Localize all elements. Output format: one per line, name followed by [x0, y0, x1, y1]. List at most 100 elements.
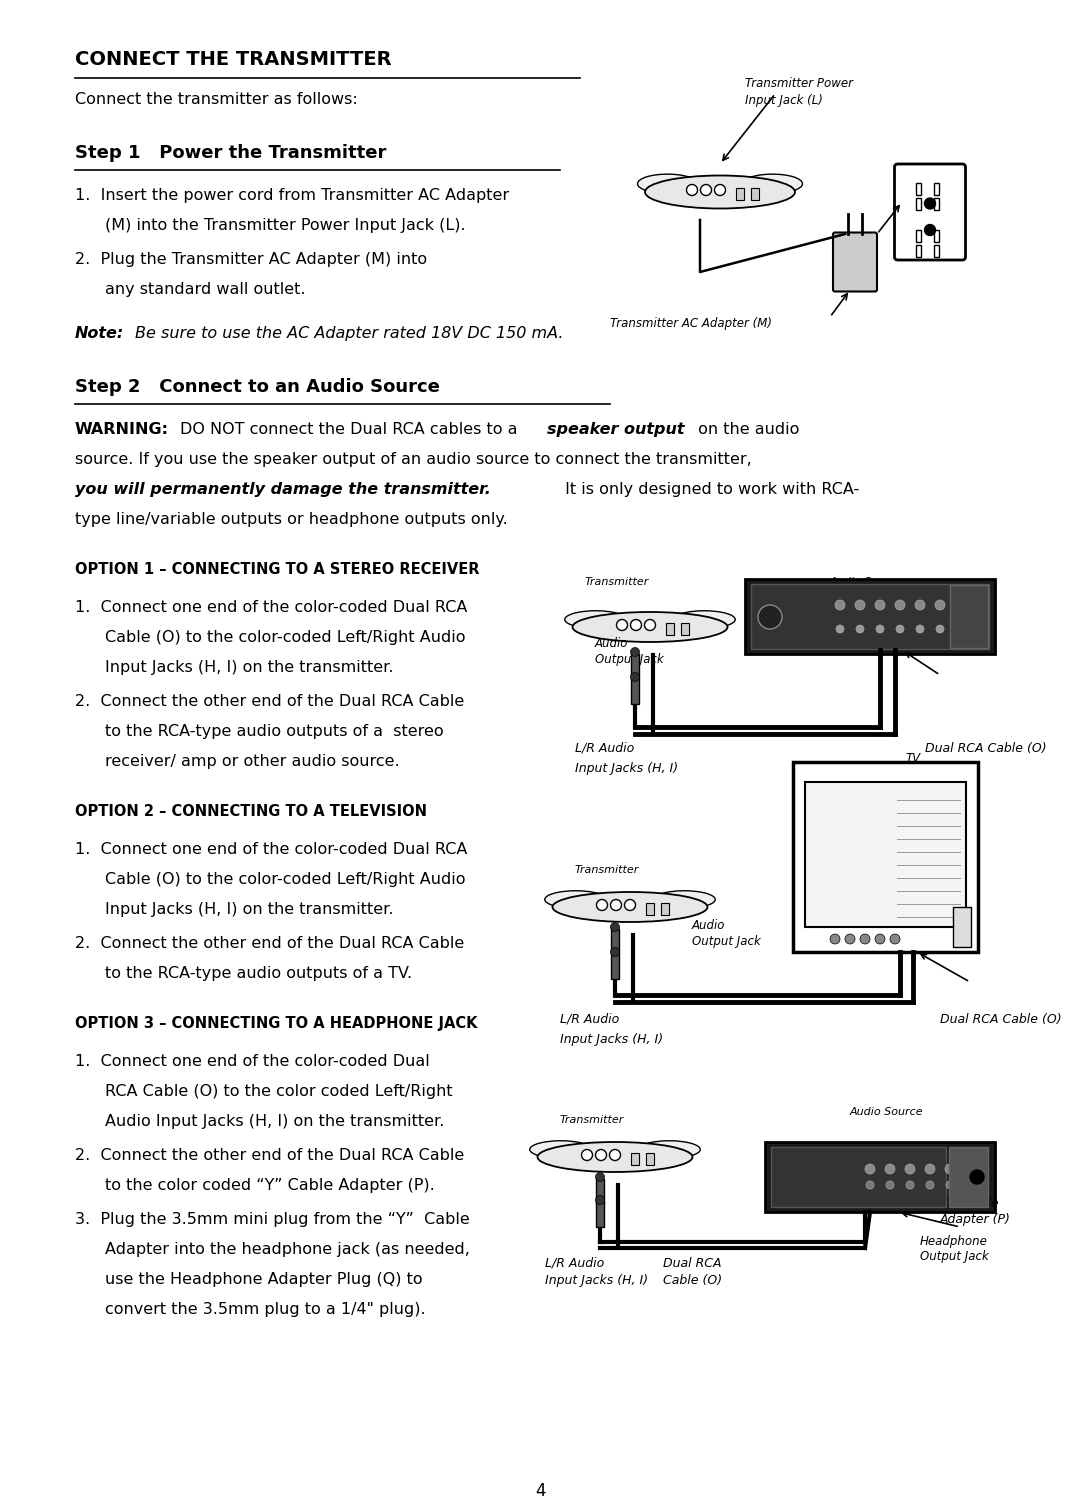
- Circle shape: [895, 600, 905, 609]
- Bar: [793, 762, 977, 953]
- Text: on the audio: on the audio: [693, 422, 799, 437]
- Bar: [681, 623, 689, 635]
- Circle shape: [945, 1164, 955, 1173]
- Circle shape: [758, 605, 782, 629]
- Text: Cable (O) to the color-coded Left/Right Audio: Cable (O) to the color-coded Left/Right …: [105, 631, 465, 646]
- Text: (M) into the Transmitter Power Input Jack (L).: (M) into the Transmitter Power Input Jac…: [105, 218, 465, 233]
- Text: Input Jack (L): Input Jack (L): [745, 94, 823, 107]
- Circle shape: [924, 224, 935, 236]
- Text: Audio Source: Audio Source: [831, 578, 904, 587]
- Text: to the RCA-type audio outputs of a TV.: to the RCA-type audio outputs of a TV.: [105, 966, 413, 981]
- Circle shape: [845, 934, 855, 943]
- Text: Transmitter AC Adapter (M): Transmitter AC Adapter (M): [610, 318, 772, 330]
- Text: L/R Audio: L/R Audio: [575, 742, 634, 754]
- Text: source. If you use the speaker output of an audio source to connect the transmit: source. If you use the speaker output of…: [75, 452, 752, 467]
- Text: Cable (O) to the color-coded Left/Right Audio: Cable (O) to the color-coded Left/Right …: [105, 872, 465, 888]
- Text: convert the 3.5mm plug to a 1/4" plug).: convert the 3.5mm plug to a 1/4" plug).: [105, 1302, 426, 1317]
- Circle shape: [924, 1164, 935, 1173]
- Bar: [596, 1179, 604, 1204]
- Circle shape: [595, 1172, 605, 1181]
- Text: RCA Cable (O) to the color coded Left/Right: RCA Cable (O) to the color coded Left/Ri…: [105, 1084, 453, 1099]
- Circle shape: [595, 1196, 605, 1205]
- Circle shape: [701, 184, 712, 195]
- Text: Step 1   Power the Transmitter: Step 1 Power the Transmitter: [75, 144, 387, 162]
- Ellipse shape: [544, 891, 607, 909]
- Text: Transmitter Power: Transmitter Power: [745, 77, 853, 91]
- Circle shape: [886, 1181, 894, 1188]
- Bar: [666, 623, 674, 635]
- Circle shape: [624, 900, 635, 910]
- Bar: [916, 183, 921, 195]
- Text: Input Jacks (H, I): Input Jacks (H, I): [561, 1033, 663, 1046]
- Circle shape: [610, 900, 621, 910]
- Text: to the color coded “Y” Cable Adapter (P).: to the color coded “Y” Cable Adapter (P)…: [105, 1178, 435, 1193]
- Text: 2.  Connect the other end of the Dual RCA Cable: 2. Connect the other end of the Dual RCA…: [75, 694, 464, 709]
- Text: WARNING:: WARNING:: [75, 422, 168, 437]
- Circle shape: [905, 1164, 915, 1173]
- Ellipse shape: [553, 892, 707, 922]
- Text: Audio: Audio: [595, 637, 629, 650]
- Text: OPTION 2 – CONNECTING TO A TELEVISION: OPTION 2 – CONNECTING TO A TELEVISION: [75, 804, 427, 820]
- Bar: [631, 679, 639, 705]
- Bar: [611, 928, 619, 954]
- Text: Output Jack: Output Jack: [595, 653, 664, 665]
- Text: Audio Source: Audio Source: [850, 1107, 923, 1117]
- FancyBboxPatch shape: [833, 233, 877, 292]
- Text: OPTION 1 – CONNECTING TO A STEREO RECEIVER: OPTION 1 – CONNECTING TO A STEREO RECEIV…: [75, 562, 480, 578]
- Circle shape: [960, 1164, 970, 1173]
- Circle shape: [875, 934, 885, 943]
- Text: 3.  Plug the 3.5mm mini plug from the “Y”  Cable: 3. Plug the 3.5mm mini plug from the “Y”…: [75, 1213, 470, 1228]
- Text: Audio Input Jacks (H, I) on the transmitter.: Audio Input Jacks (H, I) on the transmit…: [105, 1114, 444, 1129]
- Circle shape: [596, 900, 607, 910]
- Circle shape: [890, 934, 900, 943]
- Circle shape: [885, 1164, 895, 1173]
- Bar: [934, 230, 939, 242]
- Circle shape: [631, 620, 642, 631]
- Ellipse shape: [637, 174, 698, 194]
- Ellipse shape: [565, 611, 626, 629]
- Circle shape: [876, 624, 885, 634]
- Circle shape: [631, 647, 639, 656]
- Bar: [751, 187, 759, 200]
- Bar: [646, 903, 654, 915]
- Circle shape: [916, 624, 924, 634]
- Circle shape: [687, 184, 698, 195]
- Bar: [765, 1142, 995, 1213]
- Text: Input Jacks (H, I) on the transmitter.: Input Jacks (H, I) on the transmitter.: [105, 661, 393, 674]
- Circle shape: [836, 624, 843, 634]
- Ellipse shape: [572, 612, 728, 643]
- Circle shape: [936, 624, 944, 634]
- Circle shape: [946, 1181, 954, 1188]
- Circle shape: [610, 948, 620, 957]
- Text: Input Jacks (H, I): Input Jacks (H, I): [545, 1275, 648, 1287]
- Ellipse shape: [645, 175, 795, 209]
- Bar: [953, 907, 971, 947]
- Text: use the Headphone Adapter Plug (Q) to: use the Headphone Adapter Plug (Q) to: [105, 1272, 422, 1287]
- Text: Dual RCA Cable (O): Dual RCA Cable (O): [940, 1013, 1062, 1027]
- Bar: [745, 579, 995, 655]
- Circle shape: [609, 1149, 621, 1161]
- Text: It is only designed to work with RCA-: It is only designed to work with RCA-: [561, 482, 860, 497]
- Bar: [631, 655, 639, 679]
- Circle shape: [855, 600, 865, 609]
- Text: Dual RCA: Dual RCA: [663, 1256, 721, 1270]
- Text: 1.  Insert the power cord from Transmitter AC Adapter: 1. Insert the power cord from Transmitte…: [75, 187, 509, 203]
- Circle shape: [865, 1164, 875, 1173]
- Bar: [916, 245, 921, 257]
- Text: Output Jack: Output Jack: [920, 1250, 989, 1263]
- Text: Output Jack: Output Jack: [692, 934, 760, 948]
- Circle shape: [860, 934, 870, 943]
- Circle shape: [835, 600, 845, 609]
- Circle shape: [926, 1181, 934, 1188]
- Text: Connect the transmitter as follows:: Connect the transmitter as follows:: [75, 92, 357, 107]
- Text: receiver/ amp or other audio source.: receiver/ amp or other audio source.: [105, 754, 400, 770]
- Bar: [751, 585, 989, 650]
- Ellipse shape: [538, 1142, 692, 1172]
- Circle shape: [875, 600, 885, 609]
- Text: 1.  Connect one end of the color-coded Dual RCA: 1. Connect one end of the color-coded Du…: [75, 842, 468, 857]
- Circle shape: [955, 600, 966, 609]
- Circle shape: [935, 600, 945, 609]
- Text: Input Jacks (H, I): Input Jacks (H, I): [575, 762, 678, 776]
- Ellipse shape: [673, 611, 735, 629]
- Text: any standard wall outlet.: any standard wall outlet.: [105, 283, 306, 296]
